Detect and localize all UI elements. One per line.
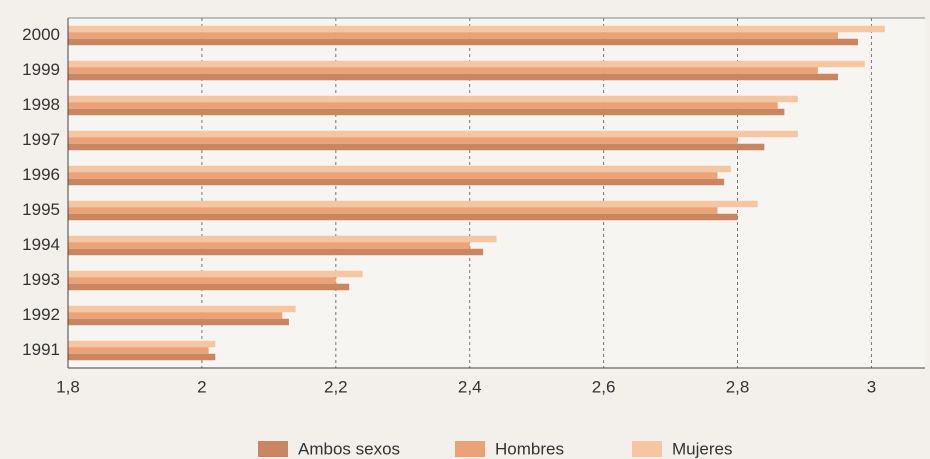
bar xyxy=(68,102,778,109)
legend-swatch xyxy=(632,441,662,457)
y-tick-label: 1991 xyxy=(22,340,60,359)
bar xyxy=(68,283,350,291)
bar xyxy=(68,73,838,81)
bar xyxy=(68,137,738,144)
bar xyxy=(68,248,484,256)
bar xyxy=(68,172,718,179)
bar xyxy=(68,270,363,278)
legend-swatch xyxy=(258,441,288,457)
bar xyxy=(68,38,859,46)
bar xyxy=(68,213,738,221)
bar xyxy=(68,305,296,313)
legend-label: Ambos sexos xyxy=(298,439,400,458)
y-tick-label: 1998 xyxy=(22,95,60,114)
bar xyxy=(68,95,798,103)
x-tick-label: 2 xyxy=(197,377,206,396)
y-tick-label: 1996 xyxy=(22,165,60,184)
x-tick-label: 2,4 xyxy=(458,377,482,396)
y-tick-label: 1994 xyxy=(22,235,60,254)
legend-label: Mujeres xyxy=(672,439,732,458)
bar xyxy=(68,353,216,361)
bar xyxy=(68,165,731,173)
bar xyxy=(68,277,336,284)
bar xyxy=(68,60,865,68)
y-tick-label: 1995 xyxy=(22,200,60,219)
legend-swatch xyxy=(455,441,485,457)
bar xyxy=(68,347,209,354)
bar xyxy=(68,207,718,214)
x-tick-label: 1,8 xyxy=(56,377,80,396)
y-tick-label: 2000 xyxy=(22,25,60,44)
bar xyxy=(68,108,785,116)
bar xyxy=(68,67,818,74)
y-tick-label: 1993 xyxy=(22,270,60,289)
bar xyxy=(68,235,497,243)
bar xyxy=(68,178,725,186)
bar xyxy=(68,130,798,138)
x-tick-label: 2,2 xyxy=(324,377,348,396)
bar xyxy=(68,318,289,326)
x-tick-label: 2,6 xyxy=(592,377,616,396)
x-tick-label: 2,8 xyxy=(726,377,750,396)
bar xyxy=(68,32,838,39)
y-tick-label: 1997 xyxy=(22,130,60,149)
x-tick-label: 3 xyxy=(867,377,876,396)
bar xyxy=(68,340,216,348)
bar xyxy=(68,143,765,151)
legend-label: Hombres xyxy=(495,439,564,458)
bar xyxy=(68,312,283,319)
y-tick-label: 1999 xyxy=(22,60,60,79)
bar xyxy=(68,242,470,249)
bar xyxy=(68,200,758,208)
y-tick-label: 1992 xyxy=(22,305,60,324)
bar xyxy=(68,25,885,33)
